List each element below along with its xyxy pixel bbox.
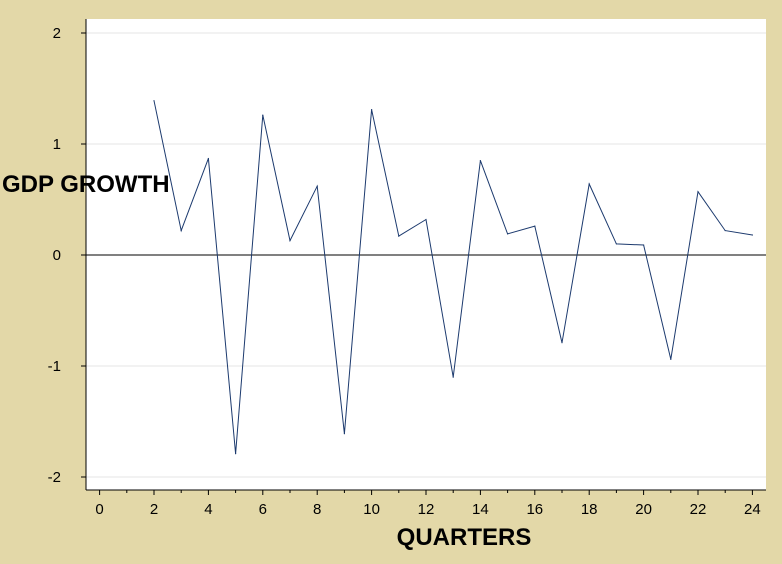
data-point (425, 218, 427, 221)
x-tick-label: 0 (95, 501, 103, 518)
data-point (316, 185, 318, 187)
data-point (534, 225, 536, 227)
x-tick-label: 6 (259, 501, 267, 518)
data-point (697, 191, 699, 193)
data-point (371, 108, 373, 111)
x-tick-label: 2 (150, 501, 158, 518)
data-points (153, 100, 754, 455)
data-point (398, 235, 400, 237)
x-tick-label: 12 (418, 501, 435, 518)
y-tick-label: 2 (53, 25, 61, 42)
y-axis-title: GDP GROWTH (2, 171, 170, 198)
x-tick-label: 10 (363, 501, 380, 518)
data-point (180, 229, 182, 232)
x-tick-label: 4 (204, 501, 212, 518)
grid-lines (86, 32, 766, 478)
data-point (452, 376, 454, 378)
x-axis: 0 2 4 6 8 10 12 14 16 18 20 22 24 (86, 489, 766, 518)
y-tick-label: -2 (48, 469, 61, 486)
data-point (479, 160, 481, 162)
data-point (262, 114, 264, 116)
data-point (751, 234, 754, 236)
x-tick-label: 20 (635, 501, 652, 518)
data-point (724, 229, 726, 232)
y-tick-label: -1 (48, 358, 61, 375)
data-point (507, 233, 509, 235)
x-axis-title: QUARTERS (397, 524, 532, 551)
data-point (343, 433, 345, 435)
x-tick-label: 18 (581, 501, 598, 518)
x-tick-label: 16 (526, 501, 543, 518)
data-point (153, 100, 155, 102)
data-point (235, 453, 237, 455)
data-point (643, 244, 645, 246)
x-tick-label: 22 (690, 501, 707, 518)
data-point (670, 358, 672, 360)
x-tick-label: 14 (472, 501, 489, 518)
x-tick-label: 24 (744, 501, 761, 518)
y-axis: 2 1 0 -1 -2 (48, 19, 87, 490)
x-tick-label: 8 (313, 501, 321, 518)
data-point (207, 157, 209, 160)
y-tick-label: 0 (53, 247, 61, 264)
data-point (588, 183, 590, 185)
data-point (615, 243, 618, 245)
y-tick-label: 1 (53, 136, 61, 153)
data-point (561, 342, 563, 344)
data-point (289, 239, 291, 242)
